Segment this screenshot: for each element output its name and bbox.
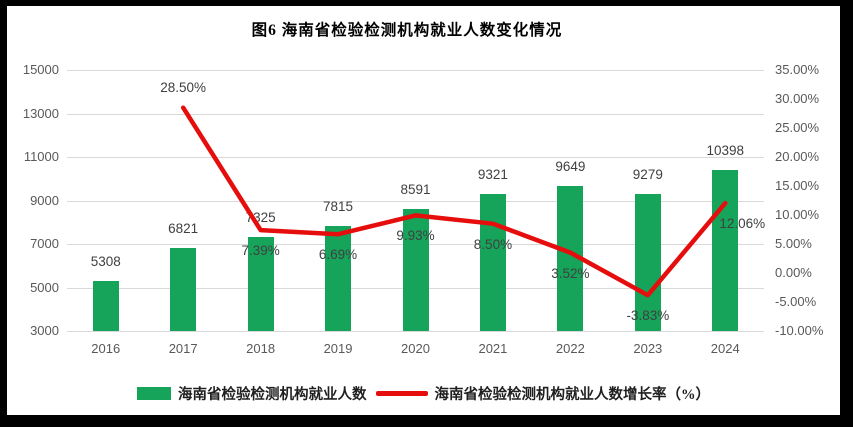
growth-rate-label-2022: 3.52%	[551, 265, 590, 281]
gridline-11000	[67, 157, 764, 158]
gridline-15000	[67, 70, 764, 71]
y-axis-right-tick-30.00%: 30.00%	[775, 91, 820, 106]
chart-title: 图6 海南省检验检测机构就业人数变化情况	[251, 22, 563, 39]
legend-item-employment[interactable]: 海南省检验检测机构就业人数	[137, 383, 367, 404]
bar-2021[interactable]	[479, 193, 506, 331]
legend-label-employment: 海南省检验检测机构就业人数	[178, 387, 367, 403]
growth-rate-label-2018: 7.39%	[241, 243, 280, 259]
bar-value-label-2024: 10398	[706, 143, 745, 159]
bar-2023[interactable]	[634, 194, 661, 331]
legend: 海南省检验检测机构就业人数 海南省检验检测机构就业人数增长率（%）	[7, 383, 840, 404]
chart-surface: 图6 海南省检验检测机构就业人数变化情况 15000 13000 11000 9000…	[7, 6, 840, 415]
legend-item-growth-rate[interactable]: 海南省检验检测机构就业人数增长率（%）	[375, 383, 711, 404]
y-axis-left-tick-11000: 11000	[23, 149, 59, 164]
x-axis-label-2017: 2017	[168, 341, 198, 356]
growth-rate-line-layer	[180, 105, 728, 298]
y-axis-left-tick-15000: 15000	[22, 62, 59, 77]
bar-2019[interactable]	[325, 226, 352, 331]
y-axis-left-tick-7000: 7000	[30, 236, 59, 251]
x-axis-label-2020: 2020	[401, 341, 430, 356]
bar-value-label-2023: 9279	[632, 167, 663, 183]
growth-rate-label-2023: -3.83%	[626, 308, 670, 324]
y-axis-right-tick-25.00%: 25.00%	[775, 120, 820, 135]
y-axis-right-tick-5.00%: 5.00%	[775, 236, 812, 251]
x-axis-label-2016: 2016	[91, 341, 121, 356]
gridline-13000	[67, 113, 764, 115]
y-axis-right-tick-10.00%: 10.00%	[775, 207, 820, 222]
x-axis-label-2024: 2024	[710, 341, 740, 356]
bar-value-label-2019: 7815	[323, 199, 354, 215]
growth-rate-label-2024: 12.06%	[719, 216, 766, 232]
line-series-swatch-icon	[375, 391, 428, 396]
plot-area: 15000 13000 11000 9000 7000 5000 3000 35.00% 30.…	[7, 6, 840, 415]
bar-value-label-2020: 8591	[400, 182, 431, 198]
x-axis-label-2021: 2021	[478, 341, 508, 356]
legend-label-growth-rate: 海南省检验检测机构就业人数增长率（%）	[434, 387, 711, 403]
x-axis-label-2018: 2018	[246, 341, 276, 356]
y-axis-right-tick-35.00%: 35.00%	[775, 62, 820, 77]
bar-value-label-2021: 9321	[477, 166, 508, 182]
growth-rate-label-2020: 9.93%	[396, 228, 435, 244]
bar-value-label-2018: 7325	[245, 209, 276, 225]
growth-rate-label-2021: 8.50%	[473, 236, 513, 252]
y-axis-left-tick-13000: 13000	[22, 105, 59, 121]
gridline-9000	[67, 200, 764, 202]
growth-rate-line[interactable]	[180, 105, 728, 298]
bar-2017[interactable]	[170, 247, 197, 331]
bar-2016[interactable]	[92, 280, 119, 331]
bar-2020[interactable]	[402, 209, 429, 331]
bar-series-swatch-icon	[137, 387, 171, 400]
bar-value-label-2016: 5308	[90, 253, 121, 269]
y-axis-right-tick-15.00%: 15.00%	[775, 178, 820, 193]
y-axis-right-tick-20.00%: 20.00%	[775, 149, 820, 164]
growth-rate-label-2019: 6.69%	[318, 247, 358, 263]
bar-2024[interactable]	[712, 170, 739, 331]
y-axis-left-tick-5000: 5000	[30, 279, 59, 295]
growth-rate-label-2017: 28.50%	[160, 79, 207, 95]
gridline-3000	[67, 331, 764, 332]
bar-2018[interactable]	[247, 236, 274, 331]
x-axis-label-2023: 2023	[633, 341, 663, 356]
y-axis-right-tick--5.00%: -5.00%	[775, 294, 817, 309]
y-axis-right-tick-0.00%: 0.00%	[775, 265, 812, 280]
y-axis-left-tick-9000: 9000	[30, 192, 59, 208]
x-axis-label-2019: 2019	[323, 341, 353, 356]
y-axis-right-tick--10.00%: -10.00%	[775, 323, 824, 338]
x-axis-label-2022: 2022	[555, 341, 585, 356]
bar-value-label-2022: 9649	[555, 159, 586, 175]
y-axis-left-tick-3000: 3000	[30, 323, 59, 338]
bar-value-label-2017: 6821	[168, 220, 199, 236]
